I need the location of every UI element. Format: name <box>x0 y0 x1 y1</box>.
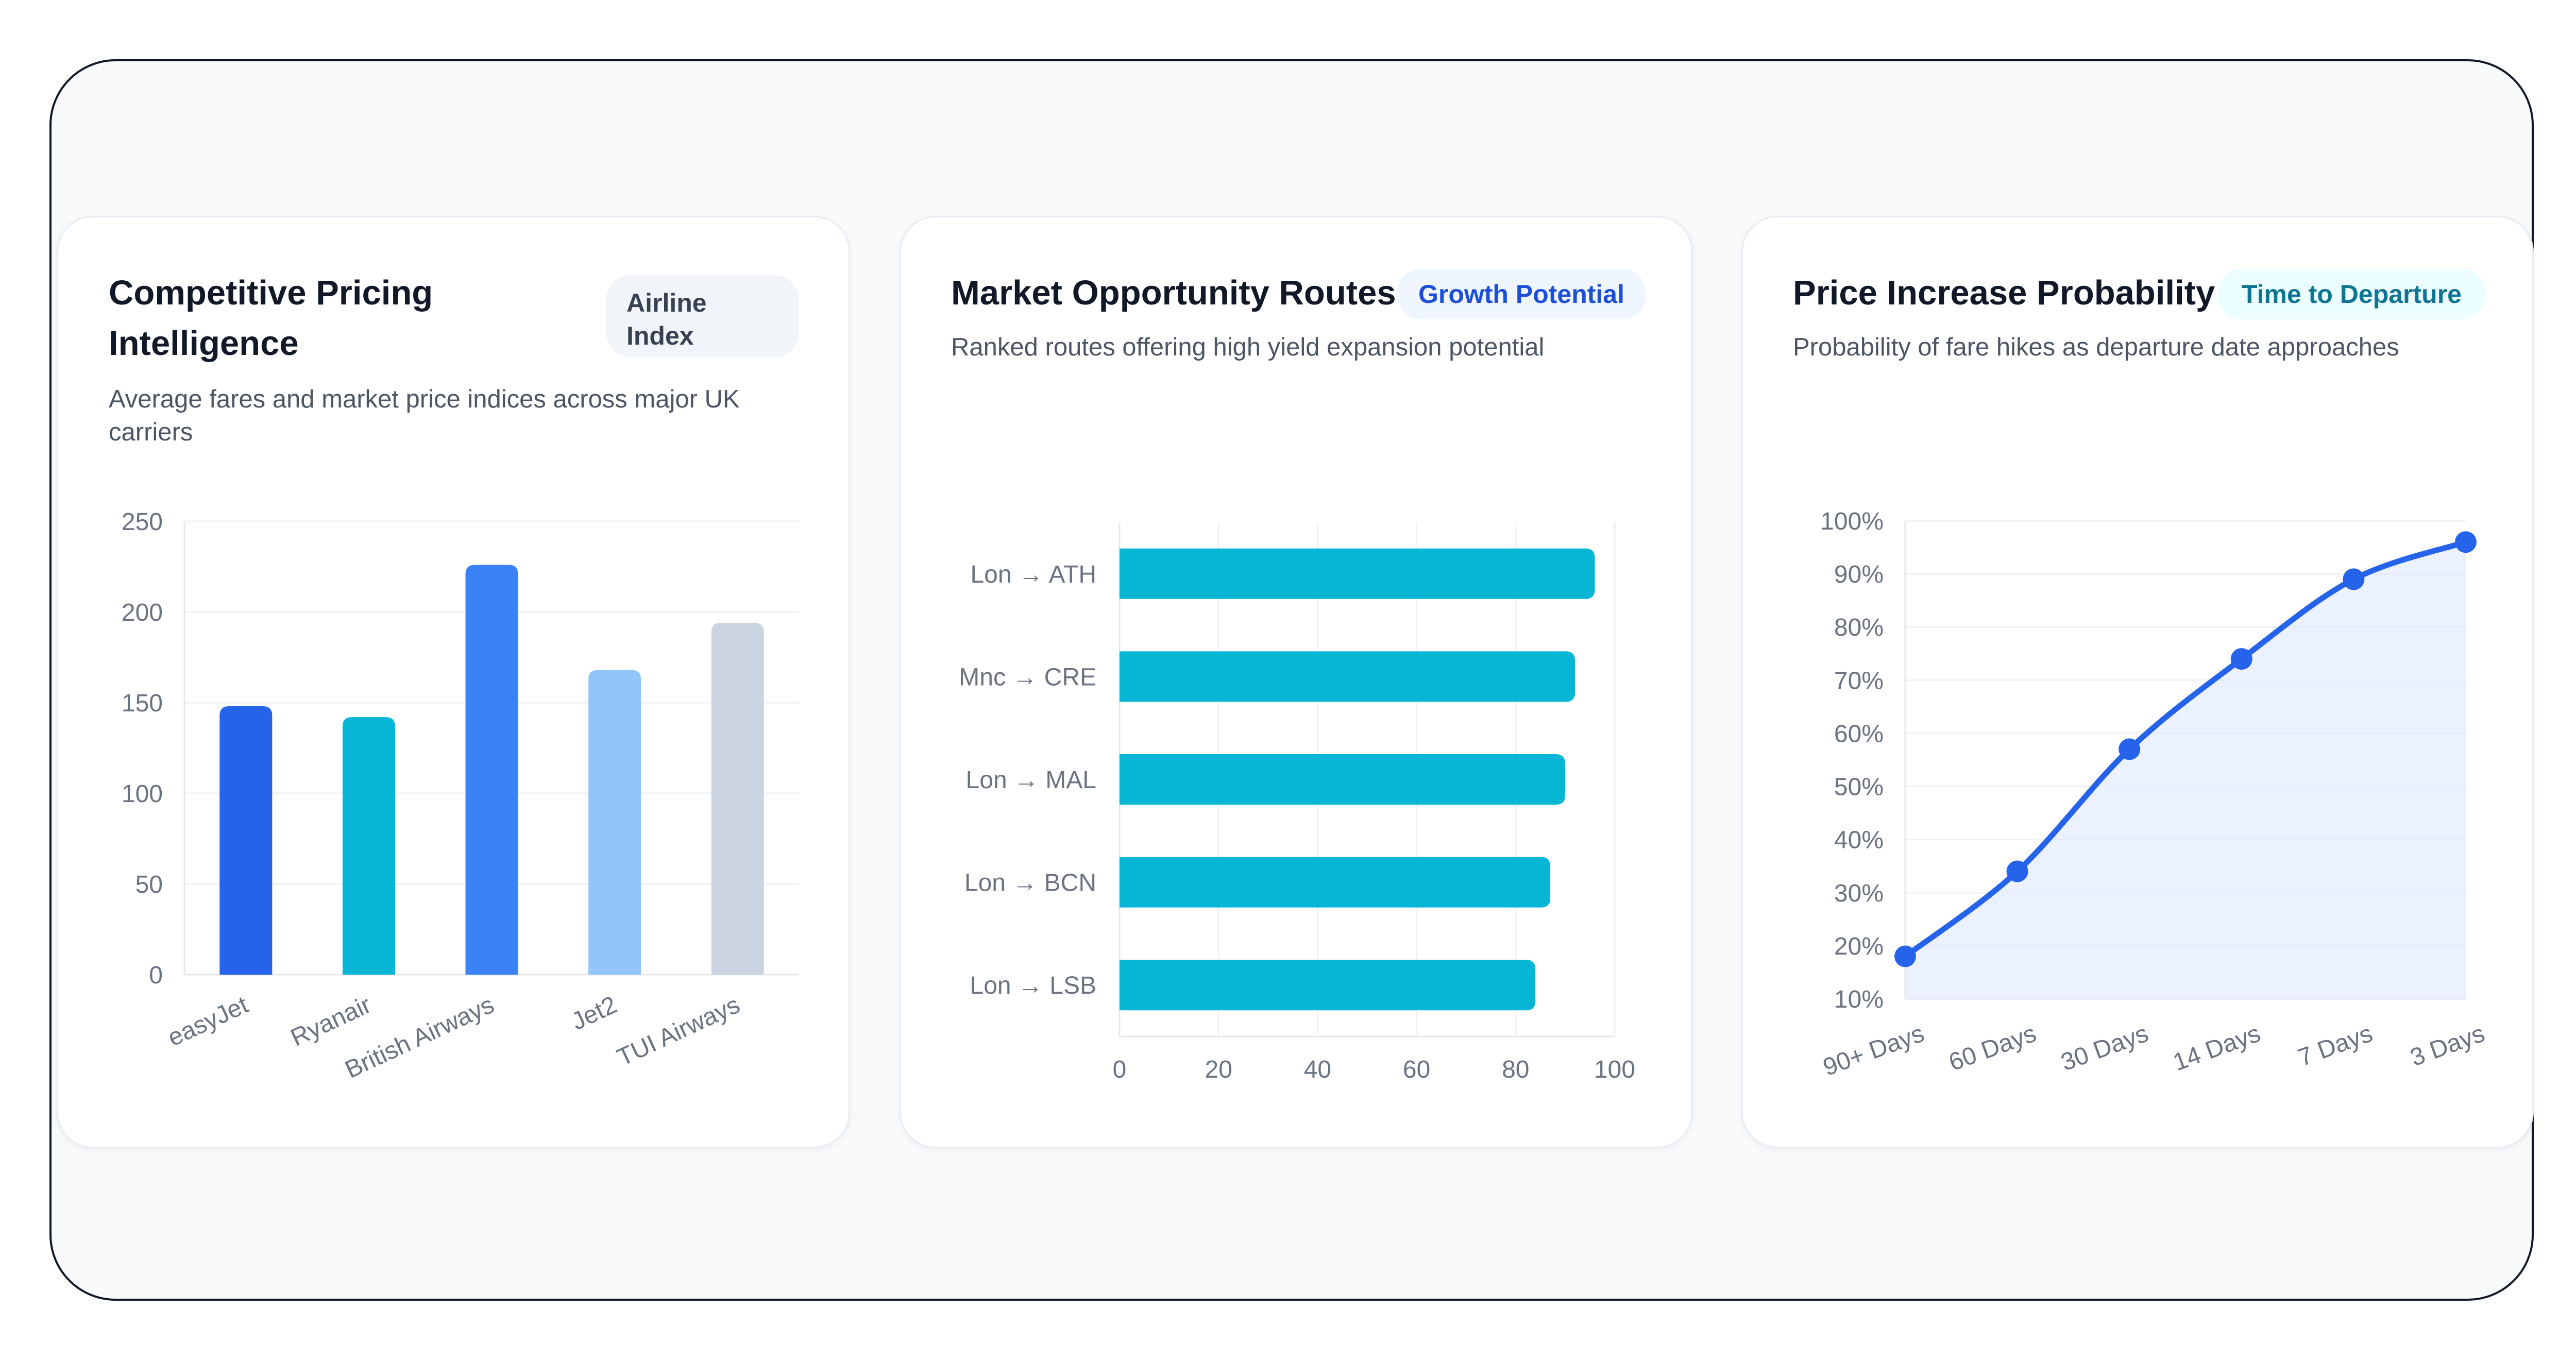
y-tick-label: 150 <box>122 690 163 717</box>
bar <box>1120 960 1536 1011</box>
x-tick-label: 60 <box>1403 1056 1430 1083</box>
bar <box>711 623 764 975</box>
x-tick-label: 3 Days <box>2406 1020 2488 1072</box>
bar <box>465 565 518 975</box>
opportunity-routes-card: Market Opportunity Routes Growth Potenti… <box>900 216 1693 1148</box>
x-tick-label: 60 Days <box>1945 1020 2040 1077</box>
y-tick-label: 200 <box>122 599 163 626</box>
x-tick-label: 80 <box>1502 1056 1529 1083</box>
y-tick-label: 80% <box>1834 614 1884 641</box>
x-tick-label: 30 Days <box>2057 1020 2152 1077</box>
x-tick-label: 90+ Days <box>1820 1020 1928 1082</box>
data-point <box>2343 568 2365 590</box>
area-fill <box>1905 542 2466 999</box>
y-tick-label: 90% <box>1834 561 1884 588</box>
probability-line-chart: 10% 20% 30% 40% 50% 60% 70% 80% 90% 100% 90+ Days 6… <box>1820 508 2488 1082</box>
y-tick-label: 50 <box>135 871 163 898</box>
bar <box>342 717 395 975</box>
card-subtitle: Probability of fare hikes as departure d… <box>1793 333 2399 361</box>
y-tick-label: 70% <box>1834 667 1884 694</box>
x-tick-label: 20 <box>1205 1056 1232 1083</box>
data-point <box>2006 860 2028 882</box>
routes-bar-chart: 0 20 40 60 80 100 Lon → ATH Mnc → CRE Lon → MAL L… <box>959 522 1635 1083</box>
y-tick-label: 40% <box>1834 827 1884 854</box>
y-tick-label: 250 <box>122 508 163 536</box>
x-tick-label: 0 <box>1113 1056 1127 1083</box>
data-point <box>2119 738 2141 760</box>
y-tick-label: Mnc → CRE <box>959 664 1096 691</box>
y-tick-label: 100 <box>122 780 163 808</box>
x-tick-label: 14 Days <box>2170 1020 2264 1077</box>
bar <box>1120 548 1595 599</box>
card-title: Competitive Pricing Intelligence <box>109 274 433 363</box>
card-title: Market Opportunity Routes <box>951 274 1396 312</box>
x-tick-label: 7 Days <box>2295 1020 2377 1072</box>
data-point <box>1894 945 1916 967</box>
growth-potential-badge: Growth Potential <box>1397 269 1646 319</box>
x-tick-label: 100 <box>1594 1056 1635 1083</box>
time-to-departure-badge: Time to Departure <box>2217 269 2486 319</box>
bar <box>1120 754 1565 805</box>
y-tick-label: Lon → MAL <box>966 767 1096 794</box>
card-subtitle: Average fares and market price indices a… <box>109 385 740 446</box>
bar <box>219 706 273 975</box>
x-tick-label: Ryanair <box>286 991 375 1052</box>
data-point <box>2230 648 2252 670</box>
y-tick-label: 100% <box>1820 508 1884 535</box>
x-tick-label: Jet2 <box>567 991 621 1035</box>
data-point <box>2455 531 2477 553</box>
y-tick-label: 30% <box>1834 880 1884 907</box>
x-tick-label: easyJet <box>164 991 252 1052</box>
x-tick-label: TUI Airways <box>613 991 744 1071</box>
x-tick-label: 40 <box>1304 1056 1331 1083</box>
bar <box>1120 857 1551 908</box>
y-tick-label: 10% <box>1834 986 1884 1013</box>
bar <box>1120 651 1575 702</box>
bar <box>588 670 641 975</box>
y-tick-label: 0 <box>149 962 163 989</box>
card-subtitle: Ranked routes offering high yield expans… <box>951 333 1545 361</box>
y-tick-label: Lon → LSB <box>970 972 1096 999</box>
y-tick-label: 50% <box>1834 774 1884 801</box>
card-title: Price Increase Probability <box>1793 274 2215 312</box>
y-tick-label: 20% <box>1834 933 1884 960</box>
y-tick-label: 60% <box>1834 720 1884 747</box>
airline-index-badge: Airline Index <box>606 275 799 358</box>
pricing-intelligence-card: Competitive Pricing Intelligence Airline… <box>57 216 850 1148</box>
price-probability-card: Price Increase Probability Time to Depar… <box>1741 216 2534 1148</box>
y-tick-label: Lon → ATH <box>970 561 1096 588</box>
y-tick-label: Lon → BCN <box>964 870 1096 897</box>
